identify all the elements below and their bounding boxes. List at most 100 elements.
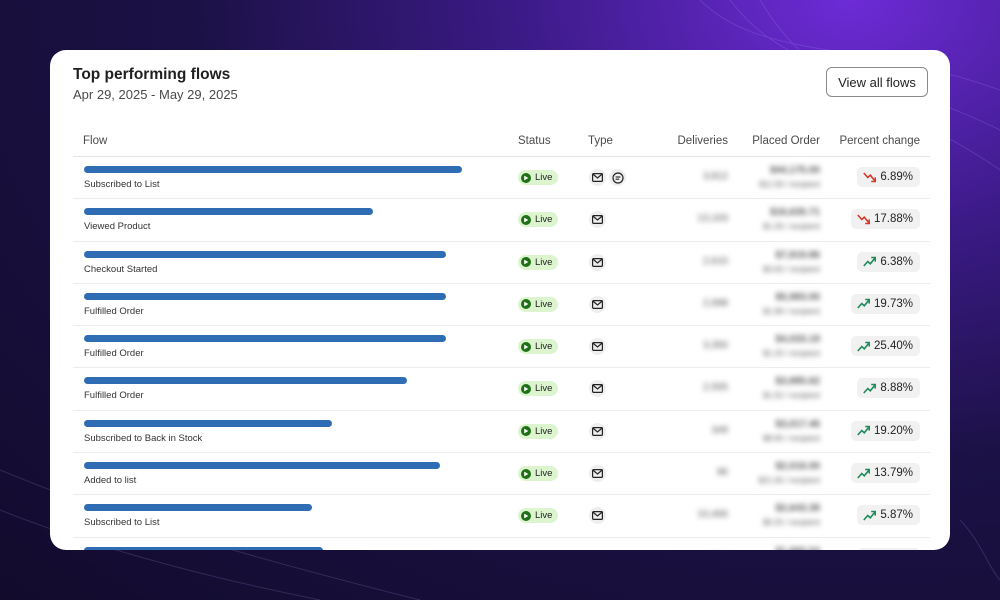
percent-change-value: 8.88% <box>880 382 913 395</box>
flow-type-icons <box>589 211 606 229</box>
trend-down-icon <box>857 214 870 225</box>
flow-trigger-label[interactable]: Fulfilled Order <box>84 390 144 402</box>
flow-trigger-label[interactable]: Subscribed to Back in Stock <box>84 432 203 444</box>
deliveries-value: 349 <box>711 424 728 436</box>
percent-change-badge: 25.40% <box>850 336 920 357</box>
placed-order-value: $2,016.00 <box>775 461 821 473</box>
flow-name-redacted-bar <box>84 250 446 258</box>
flow-trigger-label[interactable]: Fulfilled Order <box>84 348 144 360</box>
percent-change-badge: 13.79% <box>850 463 920 484</box>
column-header-status[interactable]: Status <box>518 135 551 147</box>
table-row[interactable]: Checkout Started Live 2,610 $7,819.86 $3.00 … <box>73 242 930 284</box>
flow-type-icons <box>589 338 606 356</box>
percent-change-badge: 17.88% <box>850 209 920 230</box>
status-label: Live <box>535 341 553 353</box>
placed-order-value: $3,885.62 <box>775 376 821 388</box>
deliveries-value: 10,466 <box>697 509 728 521</box>
column-header-percent-change[interactable]: Percent change <box>839 135 920 147</box>
placed-order-per-recipient: $1.99 / recipient <box>763 306 820 316</box>
flow-name-redacted-bar <box>84 546 323 550</box>
column-header-deliveries[interactable]: Deliveries <box>677 135 729 147</box>
placed-order-value: $7,819.86 <box>775 249 821 261</box>
placed-order-per-recipient: $11.59 / recipient <box>759 180 820 189</box>
status-label: Live <box>535 256 553 268</box>
trend-up-icon <box>863 510 877 521</box>
flow-trigger-label[interactable]: Fulfilled Order <box>84 305 144 317</box>
placed-order-per-recipient: $8.65 / recipient <box>763 433 820 443</box>
table-row[interactable]: Subscribed to List Live 3,812 $44,175.00 $11… <box>73 157 930 200</box>
table-body: Subscribed to List Live 3,812 $44,175.00 $11… <box>73 157 930 550</box>
play-icon <box>521 383 531 394</box>
status-label: Live <box>535 214 553 226</box>
status-badge: Live <box>518 339 559 355</box>
play-icon <box>521 214 531 225</box>
status-badge: Live <box>518 170 559 185</box>
flow-name-redacted-bar <box>84 377 407 385</box>
placed-order-value: $44,175.00 <box>769 165 820 176</box>
flow-name-redacted-bar <box>84 462 440 470</box>
sms-icon <box>609 169 626 186</box>
placed-order-per-recipient: $1.20 / recipient <box>763 349 820 359</box>
percent-change-value: 17.88% <box>873 213 913 226</box>
placed-order-value: $1,660.54 <box>776 546 821 550</box>
placed-order-per-recipient: $0.25 / recipient <box>763 518 820 528</box>
flow-trigger-label[interactable]: Added to list <box>84 475 137 487</box>
flows-table: Flow Status Type Deliveries Placed Order… <box>73 128 930 550</box>
percent-change-value: 13.79% <box>873 467 913 480</box>
trend-up-icon <box>857 425 870 436</box>
placed-order-per-recipient: $3.00 / recipient <box>763 264 820 274</box>
table-row[interactable]: Fulfilled Order Live 3,350 $4,033.19 $1.20 /… <box>73 326 930 369</box>
mail-icon <box>589 338 606 356</box>
trend-down-icon <box>863 171 877 183</box>
flow-trigger-label[interactable]: Subscribed to List <box>84 517 160 529</box>
percent-change-badge: 6.38% <box>857 251 920 272</box>
deliveries-value: 96 <box>716 467 728 479</box>
placed-order-per-recipient: $21.00 / recipient <box>758 476 820 486</box>
flow-name-redacted-bar <box>84 504 312 512</box>
table-row[interactable]: Viewed Product Live 13,163 $16,635.71 $1.26 … <box>73 199 930 242</box>
mail-icon <box>589 465 606 483</box>
percent-change-value: 19.73% <box>873 297 913 310</box>
flow-trigger-label[interactable]: Viewed Product <box>84 221 151 233</box>
table-row[interactable]: Subscribed to Back in Stock Live 349 $3,017… <box>73 411 930 454</box>
table-row[interactable]: Live554$1,660.54$3.00 / recipient7.55% <box>73 538 930 550</box>
flow-type-icons <box>589 253 606 271</box>
status-label: Live <box>535 425 553 437</box>
table-row[interactable]: Added to list Live 96 $2,016.00 $21.00 / rec… <box>73 453 930 496</box>
mail-icon <box>589 253 606 271</box>
flow-trigger-label[interactable]: Subscribed to List <box>84 179 160 190</box>
deliveries-value: 2,555 <box>702 382 728 394</box>
status-badge: Live <box>518 423 559 439</box>
trend-up-icon <box>857 468 870 479</box>
column-header-type[interactable]: Type <box>588 135 613 147</box>
view-all-flows-button[interactable]: View all flows <box>826 67 928 97</box>
table-row[interactable]: Fulfilled Order Live 2,555 $3,885.62 $1.52 /… <box>73 368 930 411</box>
percent-change-value: 19.20% <box>873 424 913 437</box>
flow-type-icons <box>589 507 606 525</box>
column-header-flow[interactable]: Flow <box>83 135 108 147</box>
table-row[interactable]: Fulfilled Order Live 2,998 $5,983.00 $1.99 /… <box>73 284 930 327</box>
placed-order-value: $16,635.71 <box>769 207 820 219</box>
deliveries-value: 3,350 <box>702 340 728 352</box>
status-label: Live <box>535 468 553 480</box>
placed-order-value: $3,017.46 <box>775 418 821 430</box>
trend-up-icon <box>857 298 870 309</box>
percent-change-badge: 19.20% <box>850 420 920 441</box>
deliveries-value: 2,998 <box>702 297 728 309</box>
status-badge: Live <box>518 466 559 482</box>
status-badge: Live <box>518 381 559 397</box>
status-badge: Live <box>518 212 559 228</box>
flow-name-redacted-bar <box>84 166 462 173</box>
flow-name-redacted-bar <box>84 292 446 300</box>
column-header-placed-order[interactable]: Placed Order <box>752 135 820 147</box>
percent-change-value: 25.40% <box>873 340 913 353</box>
flow-trigger-label[interactable]: Checkout Started <box>84 263 158 275</box>
placed-order-per-recipient: $1.52 / recipient <box>763 391 820 401</box>
status-label: Live <box>535 383 553 395</box>
status-badge: Live <box>518 254 559 270</box>
table-row[interactable]: Subscribed to List Live 10,466 $2,643.39 $0.… <box>73 495 930 538</box>
trend-up-icon <box>863 383 877 394</box>
percent-change-badge: 5.87% <box>857 505 920 526</box>
flow-name-redacted-bar <box>84 419 332 427</box>
mail-icon <box>589 380 606 398</box>
